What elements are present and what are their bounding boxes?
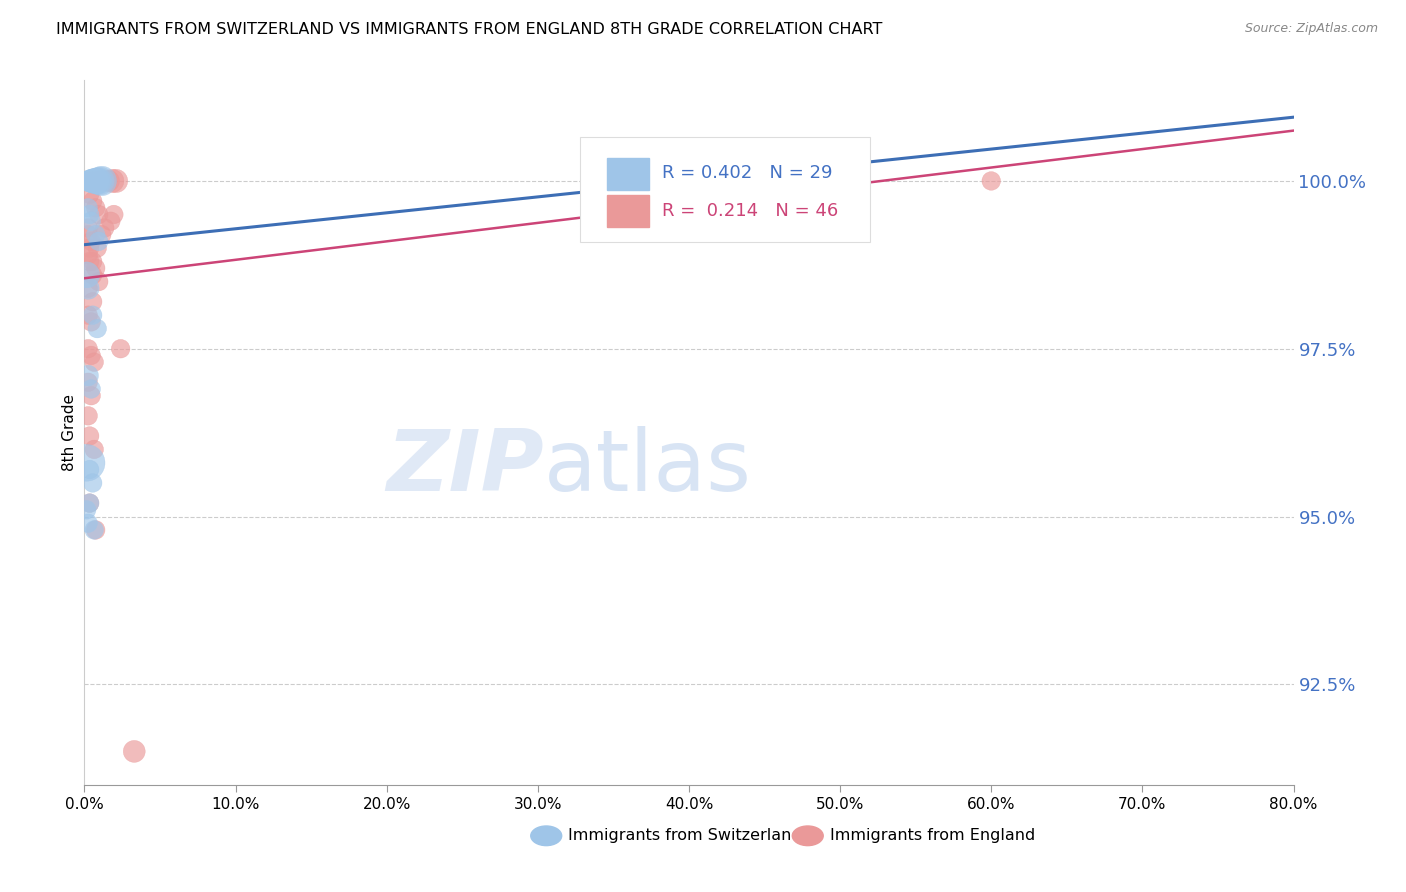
- Point: [83, 174, 105, 188]
- Point: [89, 174, 111, 188]
- Point: [79, 187, 101, 202]
- Point: [122, 744, 145, 758]
- Point: [98, 174, 121, 188]
- Text: Immigrants from Switzerland: Immigrants from Switzerland: [568, 829, 801, 843]
- Point: [77, 281, 100, 295]
- Point: [87, 275, 110, 289]
- Point: [77, 409, 100, 423]
- Point: [76, 503, 98, 517]
- Y-axis label: 8th Grade: 8th Grade: [62, 394, 77, 471]
- Point: [76, 456, 98, 470]
- Point: [90, 174, 112, 188]
- Point: [86, 321, 108, 335]
- Point: [84, 261, 107, 276]
- Point: [83, 355, 105, 369]
- Text: R =  0.214   N = 46: R = 0.214 N = 46: [662, 202, 838, 219]
- Point: [79, 254, 101, 268]
- Point: [79, 496, 101, 510]
- Point: [83, 174, 105, 188]
- Point: [82, 268, 104, 282]
- Point: [77, 174, 100, 188]
- Point: [77, 376, 100, 390]
- Point: [77, 342, 100, 356]
- Point: [83, 442, 105, 457]
- Point: [105, 174, 128, 188]
- Point: [79, 429, 101, 443]
- Point: [87, 235, 110, 249]
- Point: [82, 294, 104, 309]
- Point: [89, 174, 111, 188]
- Bar: [607, 195, 650, 227]
- Point: [80, 174, 103, 188]
- Point: [103, 207, 125, 221]
- Point: [80, 174, 103, 188]
- Point: [87, 207, 110, 221]
- Point: [79, 207, 101, 221]
- Point: [84, 174, 107, 188]
- Point: [83, 523, 105, 537]
- Point: [90, 227, 112, 242]
- Point: [80, 235, 103, 249]
- Point: [86, 241, 108, 255]
- Point: [86, 174, 108, 188]
- Point: [80, 389, 103, 403]
- Point: [79, 174, 101, 188]
- Point: [80, 315, 103, 329]
- Point: [86, 174, 108, 188]
- Text: atlas: atlas: [544, 426, 752, 509]
- Point: [100, 214, 122, 228]
- Point: [82, 194, 104, 208]
- Point: [110, 342, 132, 356]
- Point: [91, 174, 114, 188]
- Text: R = 0.402   N = 29: R = 0.402 N = 29: [662, 164, 832, 182]
- Point: [79, 496, 101, 510]
- Point: [84, 201, 107, 215]
- Bar: [607, 158, 650, 189]
- Point: [79, 462, 101, 476]
- Point: [94, 221, 117, 235]
- Point: [77, 221, 100, 235]
- Point: [79, 241, 101, 255]
- Point: [82, 475, 104, 490]
- Point: [84, 227, 107, 242]
- Text: ZIP: ZIP: [387, 426, 544, 509]
- Text: Immigrants from England: Immigrants from England: [830, 829, 1035, 843]
- Point: [77, 248, 100, 262]
- Point: [80, 214, 103, 228]
- FancyBboxPatch shape: [581, 136, 870, 243]
- Point: [77, 281, 100, 295]
- Point: [96, 174, 118, 188]
- Point: [101, 174, 124, 188]
- Point: [77, 516, 100, 531]
- Point: [980, 174, 1002, 188]
- Point: [76, 174, 98, 188]
- Point: [87, 174, 110, 188]
- Point: [76, 268, 98, 282]
- Text: IMMIGRANTS FROM SWITZERLAND VS IMMIGRANTS FROM ENGLAND 8TH GRADE CORRELATION CHA: IMMIGRANTS FROM SWITZERLAND VS IMMIGRANT…: [56, 22, 883, 37]
- Point: [84, 523, 107, 537]
- Point: [80, 382, 103, 396]
- Point: [77, 201, 100, 215]
- Point: [82, 174, 104, 188]
- Text: Source: ZipAtlas.com: Source: ZipAtlas.com: [1244, 22, 1378, 36]
- Point: [77, 174, 100, 188]
- Point: [77, 227, 100, 242]
- Point: [77, 368, 100, 383]
- Point: [82, 308, 104, 322]
- Point: [77, 308, 100, 322]
- Point: [80, 348, 103, 362]
- Point: [82, 254, 104, 268]
